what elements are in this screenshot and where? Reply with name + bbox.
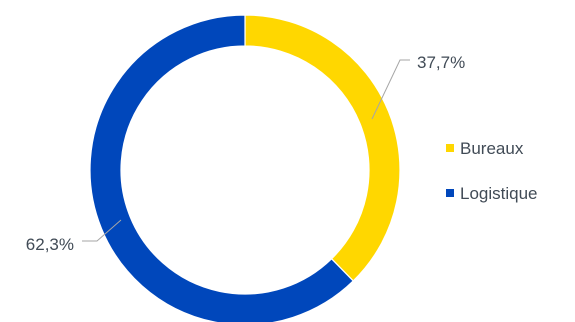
donut-slices xyxy=(89,14,401,322)
legend-item-logistique: Logistique xyxy=(446,184,538,203)
legend: Bureaux Logistique xyxy=(446,139,538,203)
slice-bureaux xyxy=(244,14,401,282)
leader-line-bureaux xyxy=(371,59,410,120)
data-labels: 37,7% 62,3% xyxy=(26,53,465,254)
legend-label-logistique: Logistique xyxy=(460,184,538,203)
legend-swatch-logistique xyxy=(446,189,454,197)
legend-item-bureaux: Bureaux xyxy=(446,139,524,158)
data-label-logistique: 62,3% xyxy=(26,235,74,254)
leader-line-logistique xyxy=(82,219,122,242)
leader-lines xyxy=(82,59,410,242)
legend-label-bureaux: Bureaux xyxy=(460,139,524,158)
legend-swatch-bureaux xyxy=(446,144,454,152)
data-label-bureaux: 37,7% xyxy=(417,53,465,72)
slice-logistique xyxy=(89,14,355,322)
